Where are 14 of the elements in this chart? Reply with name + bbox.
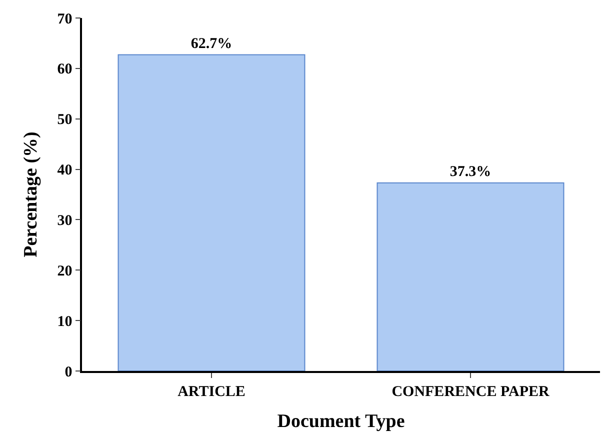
y-axis-title: Percentage (%) [20,132,42,258]
y-tick-label: 20 [57,263,72,280]
y-tick-label: 40 [57,162,72,179]
y-tick-label: 10 [57,314,72,330]
x-tick-label: CONFERENCE PAPER [392,384,550,400]
x-tick-label: ARTICLE [178,384,246,400]
y-tick-label: 30 [57,212,72,229]
y-tick-label: 60 [57,62,72,78]
data-label: 37.3% [450,164,492,180]
x-axis-title: Document Type [277,411,405,432]
y-tick-label: 0 [64,364,72,380]
data-label: 62.7% [190,36,232,52]
y-tick-label: 50 [57,112,72,128]
y-tick-label: 70 [57,11,72,28]
